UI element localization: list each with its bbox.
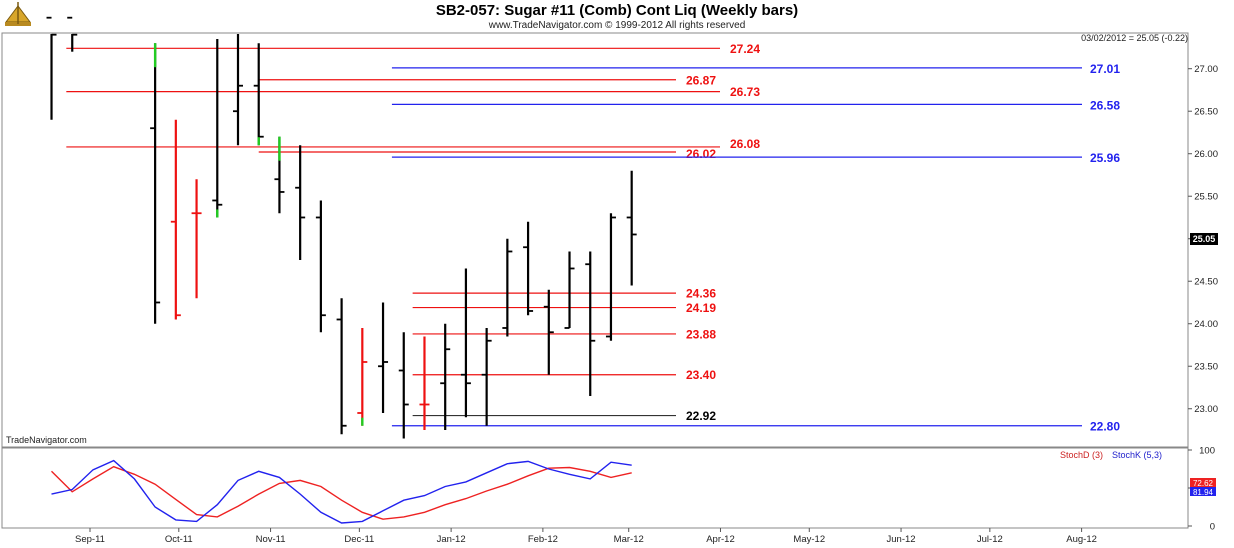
ohlc-bar	[543, 289, 554, 375]
ohlc-bar	[502, 238, 513, 337]
stochastic-lines	[51, 459, 632, 524]
resistance-label: 26.02	[686, 147, 716, 161]
stochastic-tick-label: 0	[1210, 522, 1215, 533]
ohlc-bar	[233, 34, 243, 146]
time-tick-label: Oct-11	[165, 534, 193, 545]
time-axis: Sep-11 Oct-11 Nov-11 Dec-11 Jan-12 Feb-12 Mar-…	[75, 528, 1097, 545]
time-tick-label: May-12	[793, 534, 825, 545]
time-tick-label: Jul-12	[977, 534, 1003, 545]
stoch-k-value: 81.94	[1193, 488, 1214, 497]
stoch-d-value-tag	[1190, 478, 1216, 487]
ohlc-bar	[481, 327, 492, 426]
time-tick-label: Dec-11	[344, 534, 374, 545]
ohlc-bar	[357, 327, 368, 426]
resistance-label: 26.87	[686, 73, 716, 87]
ohlc-bar	[191, 179, 202, 299]
chart-title: SB2-057: Sugar #11 (Comb) Cont Liq (Week…	[436, 2, 798, 19]
ohlc-bar	[315, 200, 326, 333]
time-tick-label: Feb-12	[528, 534, 558, 545]
time-tick-label: Nov-11	[256, 534, 286, 545]
resistance-label: 24.36	[686, 287, 716, 301]
price-tick-label: 23.00	[1194, 404, 1218, 415]
stoch-k-value-tag	[1190, 487, 1216, 496]
ohlc-bar	[564, 251, 575, 329]
ohlc-bar	[523, 221, 534, 316]
stoch-k-line	[51, 459, 632, 524]
resistance-label: 24.19	[686, 301, 716, 315]
ohlc-bar	[274, 136, 285, 214]
support-label: 25.96	[1090, 151, 1120, 165]
ohlc-bar	[460, 268, 471, 418]
ohlc-bar	[253, 43, 264, 146]
support-label: 26.58	[1090, 98, 1120, 112]
resistance-label: 26.08	[730, 137, 760, 151]
time-tick-label: Jun-12	[887, 534, 916, 545]
support-label: 27.01	[1090, 62, 1120, 76]
price-panel-frame	[1, 32, 1189, 448]
price-tick-label: 24.00	[1194, 319, 1218, 330]
price-tick-label: 24.50	[1194, 277, 1218, 288]
ohlc-bar	[212, 38, 223, 218]
time-tick-label: Jan-12	[437, 534, 466, 545]
ohlc-bar	[585, 251, 596, 396]
price-tick-label: 23.50	[1194, 362, 1218, 373]
time-tick-label: Mar-12	[614, 534, 644, 545]
ohlc-bar	[419, 336, 430, 430]
time-tick-label: Aug-12	[1066, 534, 1097, 545]
stoch-d-line	[51, 465, 632, 520]
ohlc-bar	[378, 302, 389, 413]
trade-navigator-logo-icon	[5, 2, 31, 26]
ohlc-bar	[440, 323, 451, 430]
ohlc-bar	[67, 16, 78, 52]
watermark: TradeNavigator.com	[6, 435, 87, 445]
resistance-label: 27.24	[730, 42, 760, 56]
resistance-label: 26.73	[730, 85, 760, 99]
support-label: 22.80	[1090, 420, 1120, 434]
price-tick-label: 25.50	[1194, 192, 1218, 203]
price-tick-label: 26.50	[1194, 107, 1218, 118]
legend-stoch-d: StochD (3)	[1060, 450, 1103, 460]
price-readout: 03/02/2012 = 25.05 (-0.22)	[1081, 33, 1188, 43]
time-tick-label: Apr-12	[706, 534, 735, 545]
ohlc-bar	[46, 16, 57, 120]
price-bars	[46, 16, 637, 439]
stoch-d-value: 72.62	[1193, 479, 1214, 488]
last-price-tag-label: 25.05	[1193, 234, 1216, 244]
ohlc-bar	[150, 43, 161, 324]
ohlc-bar	[626, 170, 637, 286]
price-tick-label: 26.00	[1194, 149, 1218, 160]
resistance-label: 23.40	[686, 368, 716, 382]
ohlc-bar	[170, 119, 181, 320]
ohlc-bar	[295, 145, 306, 260]
resistance-label: 23.88	[686, 327, 716, 341]
stochastic-tick-label: 100	[1199, 446, 1215, 457]
ohlc-bar	[398, 332, 409, 439]
ohlc-bar	[336, 298, 347, 435]
time-tick-label: Sep-11	[75, 534, 105, 545]
last-price-tag	[1190, 233, 1218, 245]
ohlc-bar	[605, 213, 616, 341]
neutral-level-label: 22.92	[686, 409, 716, 423]
price-tick-label: 27.00	[1194, 64, 1218, 75]
chart-copyright: www.TradeNavigator.com © 1999-2012 All r…	[488, 20, 746, 31]
legend-stoch-k: StochK (5,3)	[1112, 450, 1162, 460]
